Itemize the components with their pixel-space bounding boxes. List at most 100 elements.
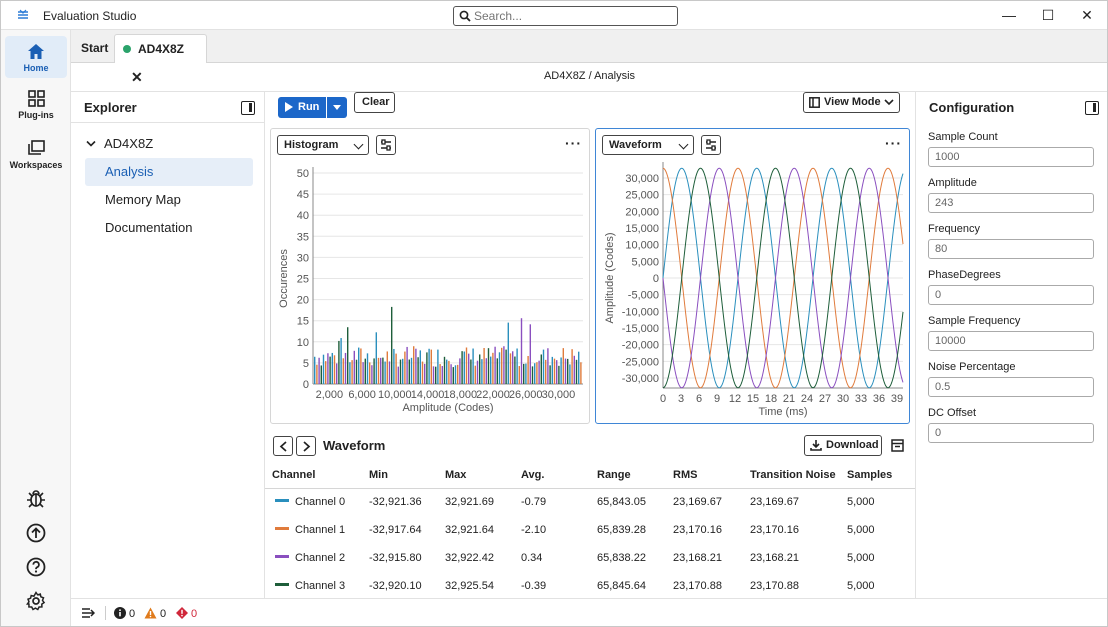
run-dropdown-button[interactable] [327, 97, 347, 118]
collapse-sidebar-icon[interactable] [81, 607, 95, 619]
configuration-panel: Configuration Sample Count Amplitude Fre… [915, 92, 1107, 598]
histogram-bar [527, 355, 529, 384]
tree-item-analysis[interactable]: Analysis [85, 158, 253, 186]
range-cell: 65,843.05 [597, 496, 646, 509]
more-options-icon[interactable]: ··· [885, 135, 902, 151]
frequency-input[interactable] [928, 239, 1094, 259]
histogram-bar [351, 360, 353, 384]
rail-workspaces[interactable]: Workspaces [5, 138, 67, 176]
frequency-label: Frequency [928, 223, 980, 235]
y-tick-label: 15 [297, 316, 309, 328]
dc-offset-input[interactable] [928, 423, 1094, 443]
y-tick-label: -15,000 [622, 323, 659, 335]
upload-circle-icon[interactable] [25, 522, 47, 544]
view-mode-button[interactable]: View Mode [803, 92, 900, 113]
tree-root[interactable]: AD4X8Z [86, 136, 153, 151]
run-button[interactable]: Run [278, 97, 326, 118]
table-row[interactable]: Channel 3 -32,920.10 32,925.54 -0.39 65,… [265, 572, 915, 600]
column-header: RMS [666, 462, 743, 489]
x-tick-label: 30,000 [542, 389, 576, 401]
download-button[interactable]: Download [804, 435, 882, 456]
series-line [662, 167, 904, 389]
rail-plugins[interactable]: Plug-ins [5, 88, 67, 126]
histogram-bar [421, 361, 424, 384]
help-circle-icon[interactable] [25, 556, 47, 578]
rail-home[interactable]: Home [5, 36, 67, 78]
next-button[interactable] [296, 436, 316, 456]
y-tick-label: 40 [297, 210, 309, 222]
dc-offset-label: DC Offset [928, 407, 977, 419]
histogram-bar [322, 354, 325, 384]
stats-header: Waveform Download [265, 432, 915, 460]
chevron-down-icon [884, 99, 894, 106]
histogram-bar [443, 356, 446, 384]
error-status[interactable]: 0 [176, 607, 197, 621]
info-status[interactable]: 0 [114, 607, 135, 621]
range-cell: 65,839.28 [597, 524, 646, 536]
maximize-button[interactable]: ☐ [1041, 7, 1055, 23]
histogram-bar [487, 348, 490, 384]
histogram-bar [404, 351, 406, 384]
waveform-type-select[interactable]: Waveform [602, 135, 694, 155]
min-cell: -32,920.10 [369, 580, 422, 592]
y-tick-label: 5,000 [631, 256, 659, 268]
channel-swatch [275, 555, 289, 558]
max-cell: 32,921.69 [445, 496, 494, 509]
channel-cell: Channel 2 [265, 544, 362, 572]
rms-cell: 23,168.21 [673, 552, 722, 564]
noise-percentage-input[interactable] [928, 377, 1094, 397]
y-tick-label: 50 [297, 168, 309, 180]
y-tick-label: 45 [297, 189, 309, 201]
histogram-bar [342, 358, 344, 384]
phase-degrees-input[interactable] [928, 285, 1094, 305]
search-input[interactable] [474, 9, 669, 23]
histogram-type-select[interactable]: Histogram [277, 135, 369, 155]
histogram-bar [509, 353, 512, 384]
histogram-bar [492, 352, 494, 384]
previous-button[interactable] [273, 436, 293, 456]
search-box[interactable] [453, 6, 678, 26]
samples-cell: 5,000 [847, 524, 875, 536]
tab-ad4x8z[interactable]: AD4X8Z ✕ [114, 34, 207, 85]
bug-icon[interactable] [25, 488, 47, 510]
warning-status[interactable]: 0 [144, 607, 166, 621]
minimize-button[interactable]: — [1002, 7, 1016, 23]
noise-cell: 23,170.88 [750, 580, 799, 592]
more-options-icon[interactable]: ··· [565, 135, 582, 151]
histogram-bar [329, 356, 331, 384]
x-tick-label: 39 [891, 393, 903, 405]
histogram-bar [435, 366, 437, 384]
sample-frequency-input[interactable] [928, 331, 1094, 351]
sliders-icon [381, 139, 391, 151]
histogram-bar [518, 366, 520, 384]
histogram-bar [380, 357, 382, 384]
table-row[interactable]: Channel 1 -32,917.64 32,921.64 -2.10 65,… [265, 516, 915, 544]
chart-settings-button[interactable] [376, 135, 396, 155]
min-cell: -32,921.36 [369, 496, 422, 509]
tree-item-documentation[interactable]: Documentation [105, 220, 193, 235]
collapse-panel-icon[interactable] [241, 101, 255, 115]
close-window-button[interactable]: ✕ [1081, 7, 1093, 23]
tree-item-memory-map[interactable]: Memory Map [105, 192, 181, 207]
amplitude-input[interactable] [928, 193, 1094, 213]
warning-icon [144, 607, 157, 619]
range-cell: 65,845.64 [597, 580, 646, 592]
y-tick-label: 0 [303, 379, 309, 391]
search-icon [459, 10, 471, 22]
close-icon[interactable]: ✕ [131, 69, 143, 85]
histogram-bar [465, 347, 468, 384]
table-row[interactable]: Channel 0 -32,921.36 32,921.69 -0.79 65,… [265, 488, 915, 516]
gear-icon[interactable] [25, 590, 47, 612]
tab-start-label: Start [81, 41, 109, 55]
histogram-bar [333, 355, 336, 384]
histogram-bar [417, 357, 419, 384]
table-row[interactable]: Channel 2 -32,915.80 32,922.42 0.34 65,8… [265, 544, 915, 572]
collapse-panel-icon[interactable] [1085, 101, 1099, 115]
chart-settings-button[interactable] [701, 135, 721, 155]
waveform-card: Waveform ··· 30,000 25,000 20,000 15,000 10,… [595, 128, 910, 424]
histogram-bar [318, 357, 320, 384]
tab-start[interactable]: Start [73, 34, 116, 63]
table-icon[interactable] [891, 439, 904, 452]
sample-count-input[interactable] [928, 147, 1094, 167]
clear-button[interactable]: Clear [354, 92, 395, 113]
